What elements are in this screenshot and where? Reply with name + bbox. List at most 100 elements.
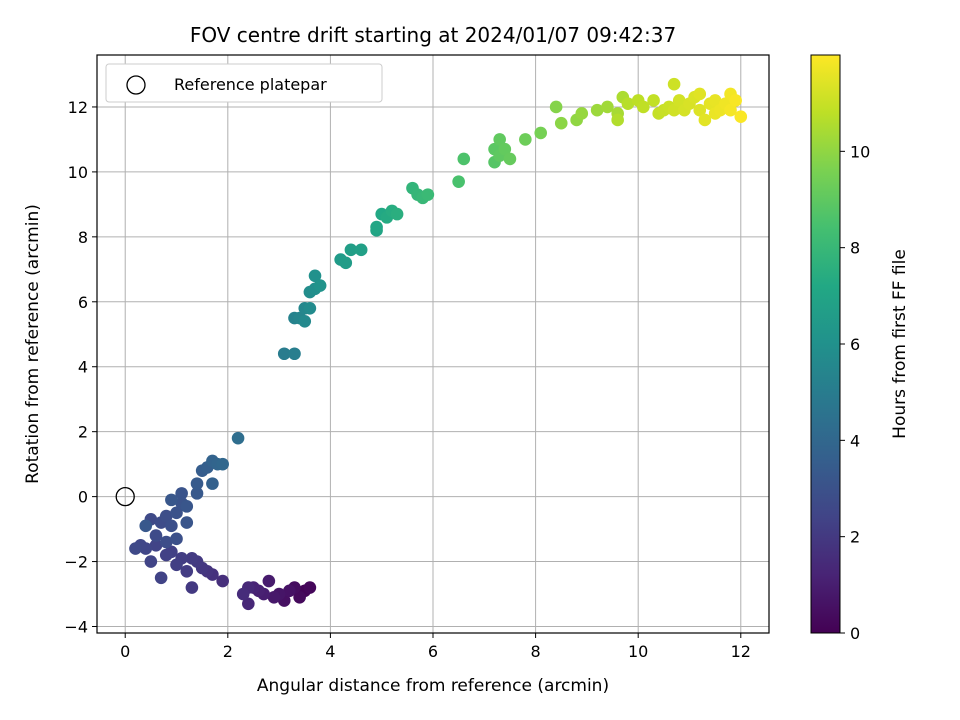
data-point bbox=[667, 77, 681, 91]
data-point bbox=[303, 301, 317, 315]
y-tick-label: 4 bbox=[78, 358, 88, 377]
data-point bbox=[170, 532, 183, 546]
data-point bbox=[339, 256, 353, 270]
data-point bbox=[185, 581, 199, 594]
data-point bbox=[139, 519, 153, 533]
y-tick-label: 8 bbox=[78, 228, 88, 247]
y-axis-ticks: −4 −2 0 2 4 6 8 10 12 bbox=[64, 98, 97, 637]
data-point bbox=[554, 116, 568, 130]
y-tick-label: 2 bbox=[78, 423, 88, 442]
data-point bbox=[493, 133, 506, 146]
data-point bbox=[498, 142, 512, 156]
data-point bbox=[149, 529, 163, 542]
data-point bbox=[216, 574, 229, 588]
data-point bbox=[180, 516, 194, 529]
data-point bbox=[154, 571, 168, 585]
data-point bbox=[262, 574, 276, 588]
colorbar-ticks: 0 2 4 6 8 10 bbox=[840, 142, 870, 643]
data-point bbox=[242, 597, 255, 611]
y-tick-label: 6 bbox=[78, 293, 88, 312]
data-point bbox=[298, 314, 312, 328]
colorbar-tick-label: 10 bbox=[850, 142, 870, 161]
grid-lines bbox=[97, 55, 769, 633]
data-point bbox=[190, 477, 204, 490]
colorbar: 0 2 4 6 8 10 Hours from first FF file bbox=[810, 54, 910, 643]
data-point bbox=[170, 558, 183, 572]
data-point bbox=[621, 97, 635, 111]
data-point bbox=[216, 457, 229, 471]
data-point bbox=[601, 100, 614, 114]
data-point bbox=[159, 548, 173, 562]
data-point bbox=[519, 133, 532, 146]
data-point bbox=[159, 535, 173, 549]
data-point bbox=[534, 126, 548, 140]
y-axis-label: Rotation from reference (arcmin) bbox=[23, 204, 43, 484]
data-point bbox=[370, 220, 383, 234]
data-point bbox=[647, 94, 660, 107]
data-point bbox=[293, 590, 306, 604]
data-point bbox=[144, 555, 158, 568]
colorbar-gradient bbox=[810, 54, 841, 634]
data-point bbox=[190, 487, 204, 500]
data-point bbox=[159, 509, 173, 523]
y-tick-label: 0 bbox=[78, 488, 88, 507]
colorbar-tick-label: 0 bbox=[850, 624, 860, 643]
data-point bbox=[698, 113, 712, 127]
data-point bbox=[165, 519, 178, 533]
x-tick-label: 12 bbox=[731, 642, 751, 661]
data-point bbox=[637, 100, 650, 114]
legend: Reference platepar bbox=[105, 63, 383, 103]
x-tick-label: 10 bbox=[628, 642, 648, 661]
data-point bbox=[590, 103, 604, 117]
data-point bbox=[390, 207, 404, 221]
x-tick-label: 4 bbox=[325, 642, 335, 661]
data-point bbox=[667, 103, 681, 117]
data-point bbox=[236, 587, 250, 601]
data-point bbox=[421, 188, 435, 201]
y-tick-label: 10 bbox=[68, 163, 88, 182]
data-point bbox=[165, 493, 178, 507]
data-point bbox=[575, 107, 589, 120]
colorbar-label: Hours from first FF file bbox=[890, 249, 910, 439]
y-tick-label: 12 bbox=[68, 98, 88, 117]
data-point bbox=[313, 279, 327, 292]
reference-platepar-marker bbox=[115, 486, 135, 507]
colorbar-tick-label: 8 bbox=[850, 239, 860, 258]
x-axis-ticks: 0 2 4 6 8 10 12 bbox=[120, 633, 751, 661]
data-point bbox=[308, 269, 322, 283]
data-point bbox=[288, 347, 301, 361]
legend-box bbox=[105, 63, 383, 103]
x-tick-label: 0 bbox=[120, 642, 130, 661]
data-point bbox=[503, 152, 517, 166]
data-point bbox=[354, 243, 368, 257]
legend-label: Reference platepar bbox=[174, 75, 327, 94]
data-point bbox=[452, 175, 465, 188]
data-point bbox=[724, 103, 737, 117]
data-point bbox=[185, 552, 199, 565]
data-point bbox=[175, 487, 188, 500]
data-point bbox=[180, 565, 194, 578]
data-point bbox=[693, 87, 707, 101]
data-point bbox=[149, 539, 163, 552]
x-axis-label: Angular distance from reference (arcmin) bbox=[257, 676, 609, 696]
chart-title: FOV centre drift starting at 2024/01/07 … bbox=[190, 23, 676, 47]
colorbar-tick-label: 6 bbox=[850, 335, 860, 354]
colorbar-tick-label: 2 bbox=[850, 528, 860, 547]
y-tick-label: −4 bbox=[64, 618, 88, 637]
data-point bbox=[303, 581, 317, 594]
data-point bbox=[231, 431, 245, 445]
colorbar-tick-label: 4 bbox=[850, 431, 860, 450]
data-point bbox=[708, 94, 722, 107]
data-point bbox=[180, 500, 194, 513]
data-point bbox=[267, 590, 281, 604]
data-point bbox=[129, 542, 142, 555]
data-point bbox=[457, 152, 471, 166]
y-tick-label: −2 bbox=[64, 553, 88, 572]
legend-marker bbox=[126, 75, 146, 95]
data-point bbox=[672, 94, 686, 107]
data-points bbox=[129, 77, 748, 611]
data-point bbox=[283, 584, 296, 598]
x-tick-label: 2 bbox=[223, 642, 233, 661]
data-point bbox=[549, 100, 563, 114]
data-point bbox=[206, 477, 219, 490]
